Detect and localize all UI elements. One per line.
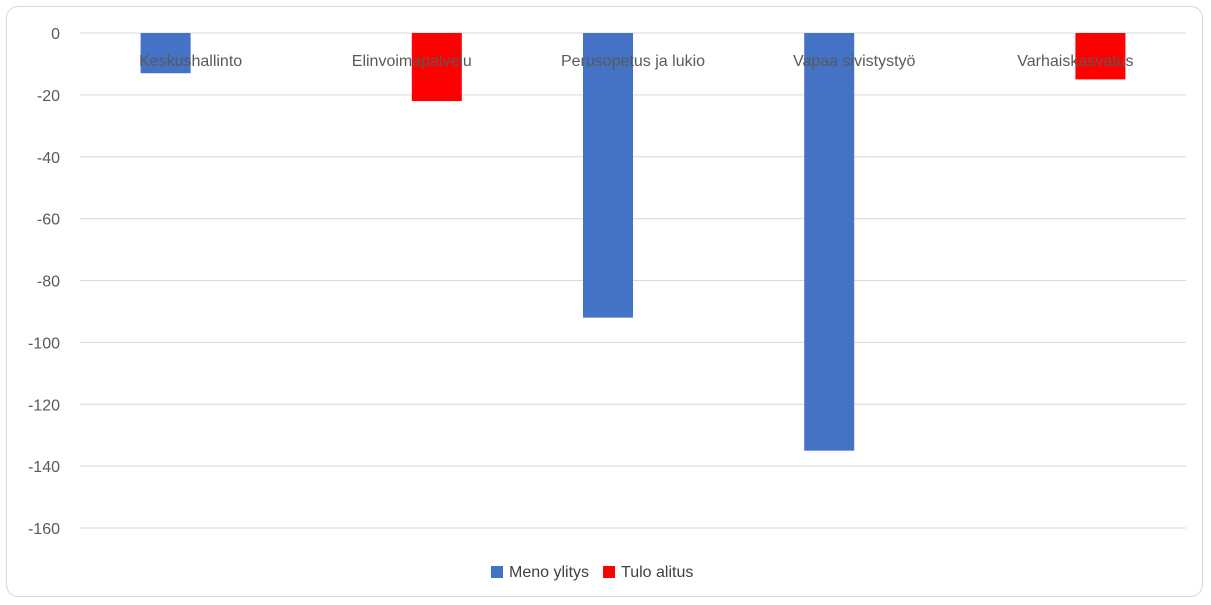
y-tick-label: -100 bbox=[28, 335, 60, 352]
bars bbox=[140, 33, 1126, 451]
y-axis-ticks: 0 -20 -40 -60 -80 -100 -120 -140 -160 bbox=[28, 26, 60, 538]
y-tick-label: -120 bbox=[28, 397, 60, 414]
y-tick-label: -60 bbox=[37, 212, 60, 229]
category-label: Perusopetus ja lukio bbox=[561, 53, 705, 70]
category-label: Keskushallinto bbox=[139, 53, 242, 70]
legend-swatch bbox=[603, 566, 616, 578]
category-labels: Keskushallinto Elinvoimapalvelu Perusopetu… bbox=[139, 53, 1133, 70]
legend-entry: Tulo alitus bbox=[621, 564, 693, 581]
gridlines bbox=[80, 32, 1186, 529]
legend-entry: Meno ylitys bbox=[509, 564, 589, 581]
y-tick-label: -160 bbox=[28, 521, 60, 538]
category-label: Elinvoimapalvelu bbox=[352, 53, 472, 70]
bar-meno-ylitys bbox=[583, 33, 633, 318]
bar-meno-ylitys bbox=[804, 33, 855, 451]
legend: Meno ylitys Tulo alitus bbox=[491, 564, 693, 581]
bar-tulo-alitus bbox=[1075, 33, 1126, 80]
y-tick-label: 0 bbox=[51, 26, 60, 43]
bar-tulo-alitus bbox=[411, 33, 462, 102]
y-tick-label: -40 bbox=[37, 150, 60, 167]
category-label: Varhaiskasvatus bbox=[1017, 53, 1133, 70]
y-tick-label: -80 bbox=[37, 274, 60, 291]
y-tick-label: -140 bbox=[28, 459, 60, 476]
bar-meno-ylitys bbox=[140, 33, 191, 74]
legend-swatch bbox=[491, 566, 503, 578]
category-label: Vapaa sivistystyö bbox=[793, 53, 916, 70]
y-tick-label: -20 bbox=[37, 88, 60, 105]
